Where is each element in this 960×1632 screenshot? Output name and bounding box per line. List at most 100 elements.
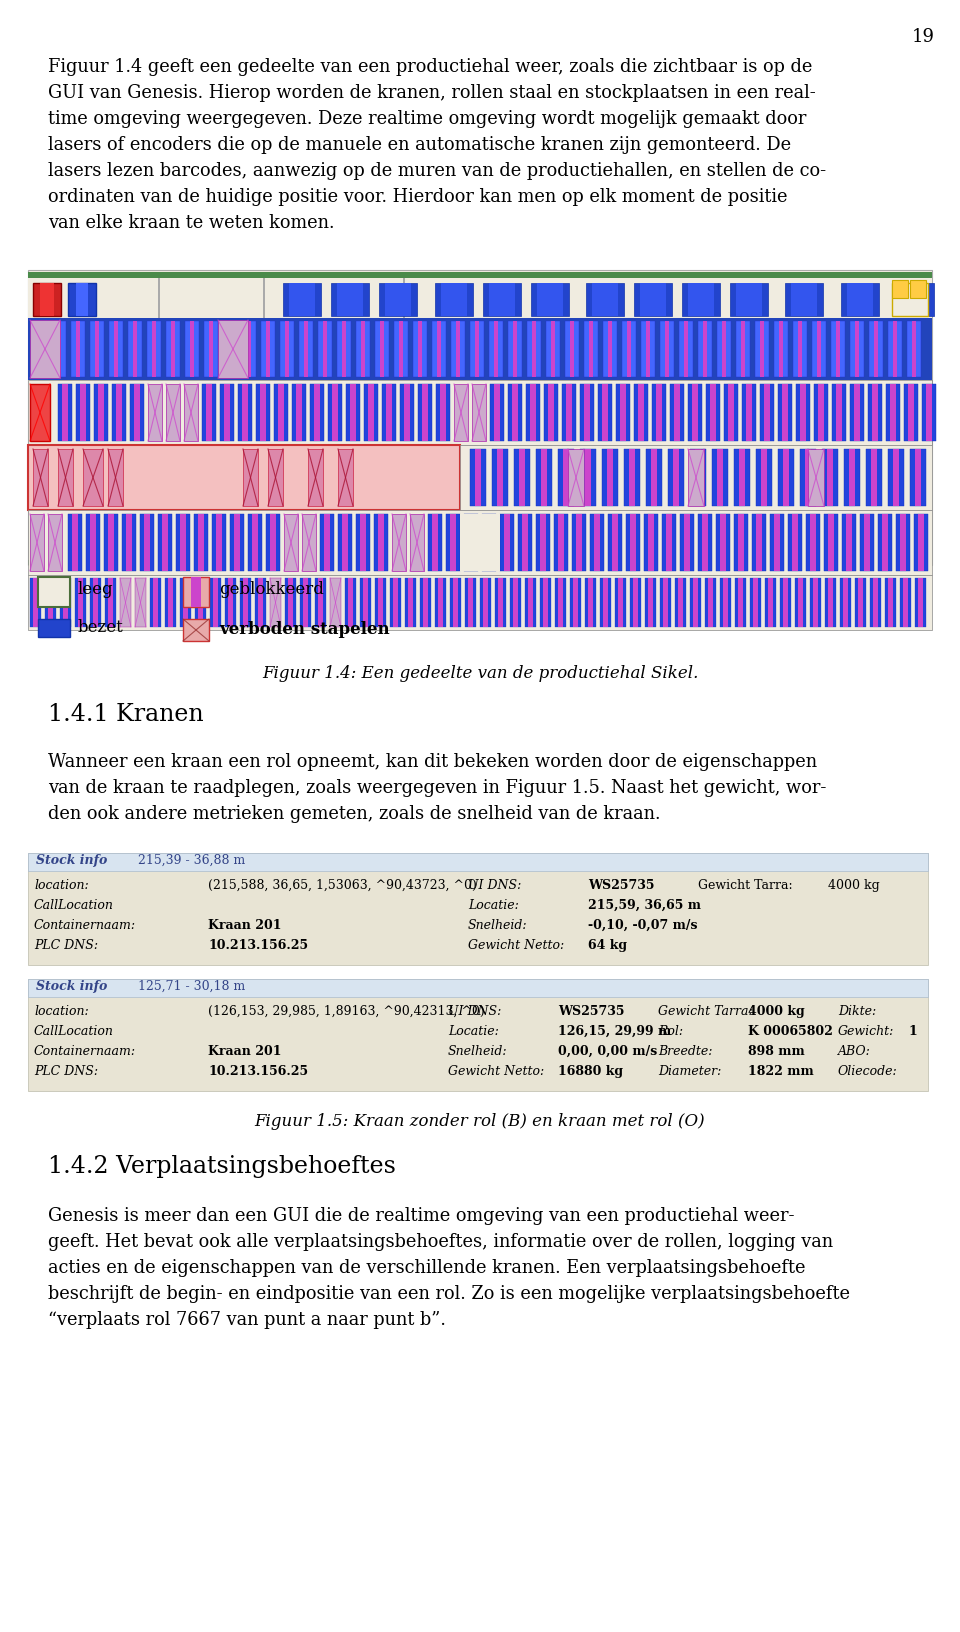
Text: 215,39 - 36,88 m: 215,39 - 36,88 m bbox=[138, 854, 245, 867]
Text: CallLocation: CallLocation bbox=[34, 1025, 114, 1038]
Bar bbox=[274, 384, 288, 441]
Bar bbox=[608, 322, 612, 377]
Bar bbox=[331, 282, 369, 317]
Bar bbox=[289, 282, 315, 317]
Bar bbox=[624, 449, 640, 506]
Bar bbox=[584, 322, 598, 377]
Bar bbox=[692, 384, 698, 441]
Bar bbox=[408, 578, 413, 627]
Bar bbox=[810, 514, 816, 571]
Bar bbox=[33, 578, 38, 627]
Bar bbox=[688, 282, 714, 317]
Bar bbox=[716, 514, 730, 571]
Bar bbox=[191, 578, 201, 607]
Text: lasers lezen barcodes, aanwezig op de muren van de productiehallen, en stellen d: lasers lezen barcodes, aanwezig op de mu… bbox=[48, 162, 827, 180]
Text: ABO:: ABO: bbox=[838, 1044, 871, 1058]
Bar bbox=[817, 322, 821, 377]
Bar bbox=[180, 514, 186, 571]
Bar bbox=[870, 578, 881, 627]
Bar bbox=[798, 578, 803, 627]
Text: 16880 kg: 16880 kg bbox=[558, 1066, 623, 1079]
Bar bbox=[793, 322, 807, 377]
Bar bbox=[626, 514, 640, 571]
Bar bbox=[536, 514, 550, 571]
Bar bbox=[94, 384, 108, 441]
Text: location:: location: bbox=[34, 1005, 88, 1018]
Bar bbox=[893, 322, 897, 377]
Bar bbox=[495, 578, 506, 627]
Bar bbox=[140, 514, 154, 571]
Bar bbox=[374, 514, 388, 571]
Bar bbox=[914, 514, 928, 571]
Text: GUI van Genesis. Hierop worden de kranen, rollen staal en stockplaatsen in een r: GUI van Genesis. Hierop worden de kranen… bbox=[48, 83, 816, 101]
Text: lasers of encoders die op de manuele en automatische kranen zijn gemonteerd. De: lasers of encoders die op de manuele en … bbox=[48, 135, 791, 153]
Bar bbox=[738, 514, 744, 571]
Bar bbox=[28, 273, 932, 277]
Bar bbox=[900, 578, 911, 627]
Bar bbox=[386, 384, 392, 441]
Bar bbox=[30, 578, 41, 627]
Bar bbox=[646, 449, 662, 506]
Bar bbox=[918, 578, 923, 627]
Text: Wanneer een kraan een rol opneemt, kan dit bekeken worden door de eigenschappen: Wanneer een kraan een rol opneemt, kan d… bbox=[48, 752, 817, 770]
Bar bbox=[612, 514, 618, 571]
Bar bbox=[71, 322, 85, 377]
Bar bbox=[603, 578, 608, 627]
Bar bbox=[518, 514, 532, 571]
Bar bbox=[513, 322, 517, 377]
Bar bbox=[844, 449, 860, 506]
Bar bbox=[332, 384, 338, 441]
Bar bbox=[746, 384, 752, 441]
Bar bbox=[260, 384, 266, 441]
Bar bbox=[675, 578, 686, 627]
Text: Stock info: Stock info bbox=[36, 854, 108, 867]
Bar bbox=[855, 322, 859, 377]
Text: beschrijft de begin- en eindpositie van een rol. Zo is een mogelijke verplaatsin: beschrijft de begin- en eindpositie van … bbox=[48, 1284, 850, 1302]
Bar bbox=[292, 384, 306, 441]
Bar bbox=[514, 449, 530, 506]
Text: WS25735: WS25735 bbox=[588, 880, 655, 893]
Bar bbox=[62, 384, 68, 441]
Bar bbox=[98, 384, 104, 441]
Bar bbox=[190, 322, 194, 377]
Bar bbox=[878, 514, 892, 571]
Bar bbox=[703, 322, 707, 377]
Bar bbox=[836, 384, 842, 441]
Bar bbox=[318, 578, 323, 627]
Bar bbox=[375, 322, 389, 377]
Bar bbox=[651, 449, 657, 506]
Bar bbox=[72, 514, 78, 571]
Bar bbox=[910, 449, 926, 506]
Bar bbox=[585, 578, 596, 627]
Bar bbox=[166, 322, 180, 377]
Bar bbox=[662, 514, 676, 571]
Bar bbox=[854, 384, 860, 441]
Bar bbox=[541, 449, 547, 506]
Bar bbox=[855, 578, 866, 627]
Bar bbox=[480, 578, 491, 627]
Bar bbox=[183, 619, 209, 641]
Bar bbox=[158, 514, 172, 571]
Bar bbox=[418, 322, 422, 377]
Bar bbox=[874, 322, 878, 377]
Bar bbox=[622, 322, 636, 377]
Bar bbox=[158, 277, 160, 318]
Bar bbox=[526, 384, 540, 441]
Bar bbox=[310, 384, 324, 441]
Bar bbox=[634, 384, 648, 441]
Bar bbox=[393, 578, 398, 627]
Bar bbox=[735, 578, 746, 627]
Bar bbox=[114, 322, 118, 377]
Bar bbox=[318, 322, 332, 377]
Bar bbox=[594, 514, 600, 571]
Bar bbox=[800, 384, 806, 441]
Bar bbox=[761, 449, 767, 506]
Text: Diameter:: Diameter: bbox=[658, 1066, 721, 1079]
Bar bbox=[38, 578, 70, 607]
Bar bbox=[708, 578, 713, 627]
Bar bbox=[885, 578, 896, 627]
Bar bbox=[135, 578, 146, 627]
Bar bbox=[774, 322, 788, 377]
Bar bbox=[288, 578, 293, 627]
Bar bbox=[234, 514, 240, 571]
